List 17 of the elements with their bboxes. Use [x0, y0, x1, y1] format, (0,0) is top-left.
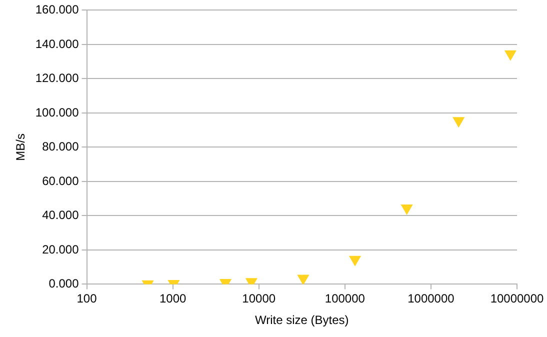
y-tick-label: 40.000 [42, 208, 80, 222]
y-tick-label: 120.000 [35, 71, 80, 86]
y-tick-label: 80.000 [42, 140, 80, 154]
y-tick-label: 140.000 [35, 36, 80, 51]
y-tick-label: 100.000 [35, 105, 80, 120]
x-tick-label: 10000000 [490, 292, 544, 306]
x-tick-label: 100 [76, 292, 98, 306]
y-tick-label: 20.000 [42, 242, 80, 256]
y-tick-label: 60.000 [42, 174, 80, 188]
y-axis-title: MB/s [14, 134, 28, 161]
x-tick-label: 100000 [324, 292, 366, 306]
x-tick-label: 1000 [159, 292, 186, 306]
x-tick-label: 1000000 [408, 292, 455, 306]
y-tick-label: 0.000 [48, 276, 80, 291]
x-axis-title: Write size (Bytes) [254, 313, 349, 328]
x-tick-label: 10000 [242, 292, 276, 306]
y-tick-label: 160.000 [35, 2, 80, 17]
